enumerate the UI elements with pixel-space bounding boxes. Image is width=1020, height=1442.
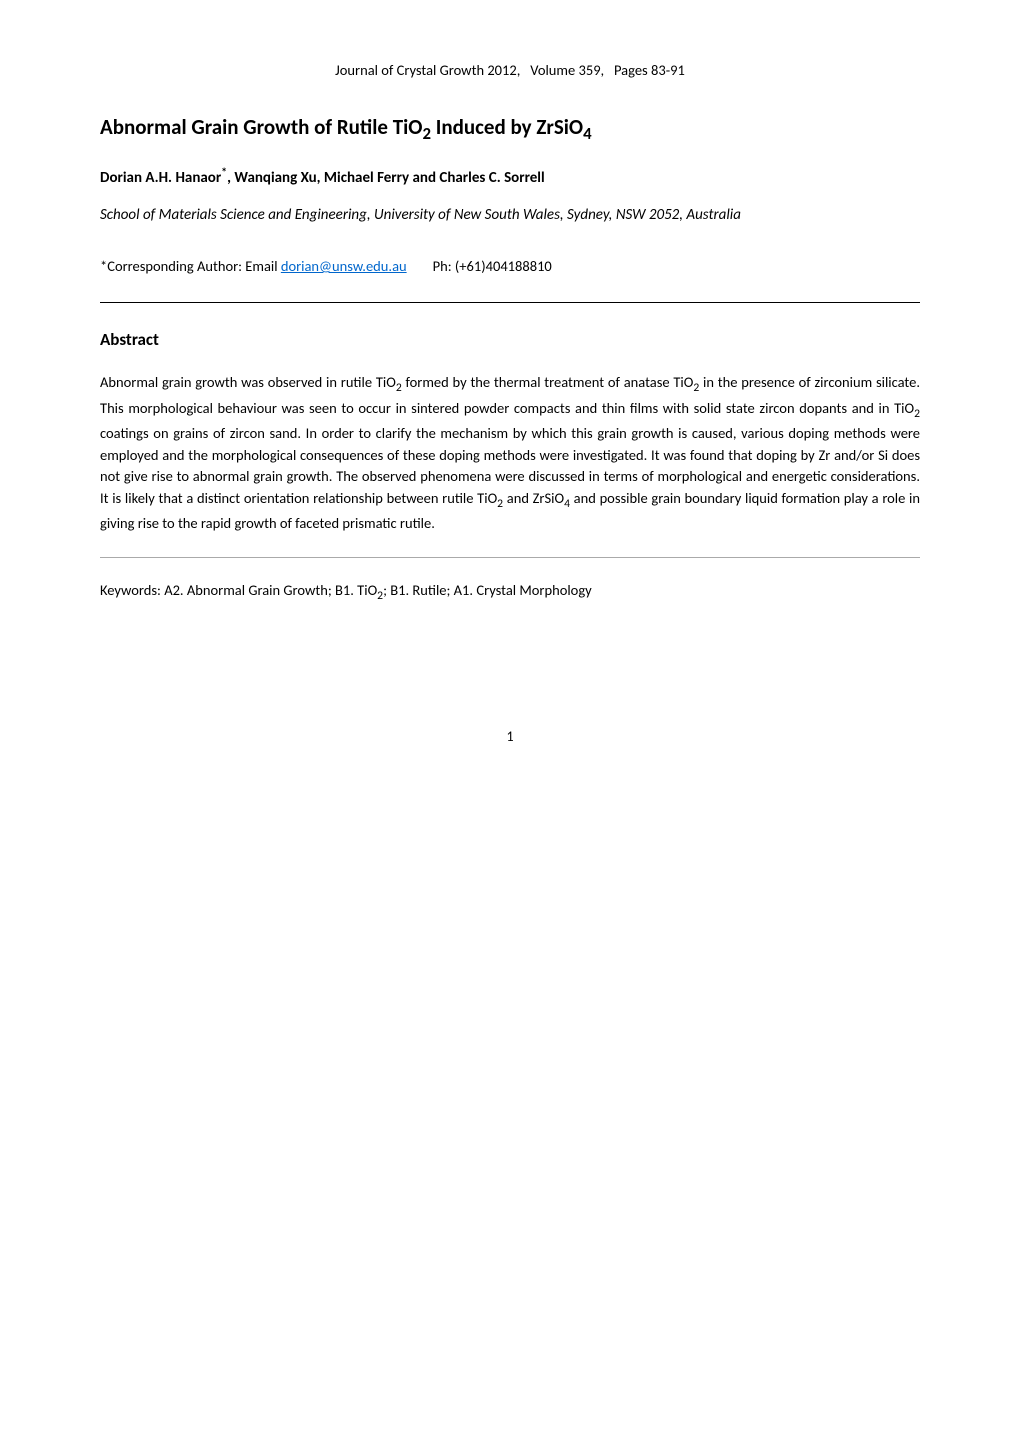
authors-rest: , Wanqiang Xu, Michael Ferry and Charles… bbox=[227, 169, 545, 187]
abstract-text-1: Abnormal grain growth was observed in ru… bbox=[100, 373, 396, 391]
journal-volume: Volume 359, bbox=[530, 61, 604, 79]
corresponding-email-link[interactable]: dorian@unsw.edu.au bbox=[281, 257, 407, 275]
title-sub2: 4 bbox=[583, 123, 592, 144]
paper-title: Abnormal Grain Growth of Rutile TiO2 Ind… bbox=[100, 112, 920, 146]
keywords-line: Keywords: A2. Abnormal Grain Growth; B1.… bbox=[100, 580, 920, 605]
title-text-pre: Abnormal Grain Growth of Rutile TiO bbox=[100, 114, 422, 140]
abstract-text-5: and ZrSiO bbox=[503, 489, 564, 507]
page-number: 1 bbox=[100, 726, 920, 747]
keywords-pre: Keywords: A2. Abnormal Grain Growth; B1.… bbox=[100, 581, 377, 599]
title-sub1: 2 bbox=[422, 123, 431, 144]
corresponding-phone: Ph: (+61)404188810 bbox=[433, 257, 552, 275]
journal-header: Journal of Crystal Growth 2012, Volume 3… bbox=[100, 60, 920, 82]
divider-top bbox=[100, 302, 920, 303]
divider-bottom bbox=[100, 557, 920, 558]
abstract-heading: Abstract bbox=[100, 327, 920, 353]
abstract-body: Abnormal grain growth was observed in ru… bbox=[100, 372, 920, 535]
affiliation: School of Materials Science and Engineer… bbox=[100, 204, 920, 227]
corresponding-label: *Corresponding Author: Email bbox=[100, 257, 281, 275]
abstract-text-2: formed by the thermal treatment of anata… bbox=[402, 373, 694, 391]
corresponding-author: *Corresponding Author: Email dorian@unsw… bbox=[100, 256, 920, 278]
keywords-post: ; B1. Rutile; A1. Crystal Morphology bbox=[383, 581, 592, 599]
author-first: Dorian A.H. Hanaor bbox=[100, 169, 221, 187]
abstract-sub-3: 2 bbox=[914, 407, 920, 421]
authors-line: Dorian A.H. Hanaor*, Wanqiang Xu, Michae… bbox=[100, 164, 920, 190]
journal-pages: Pages 83-91 bbox=[614, 61, 685, 79]
title-text-mid: Induced by ZrSiO bbox=[431, 114, 583, 140]
journal-name: Journal of Crystal Growth 2012, bbox=[335, 61, 520, 79]
